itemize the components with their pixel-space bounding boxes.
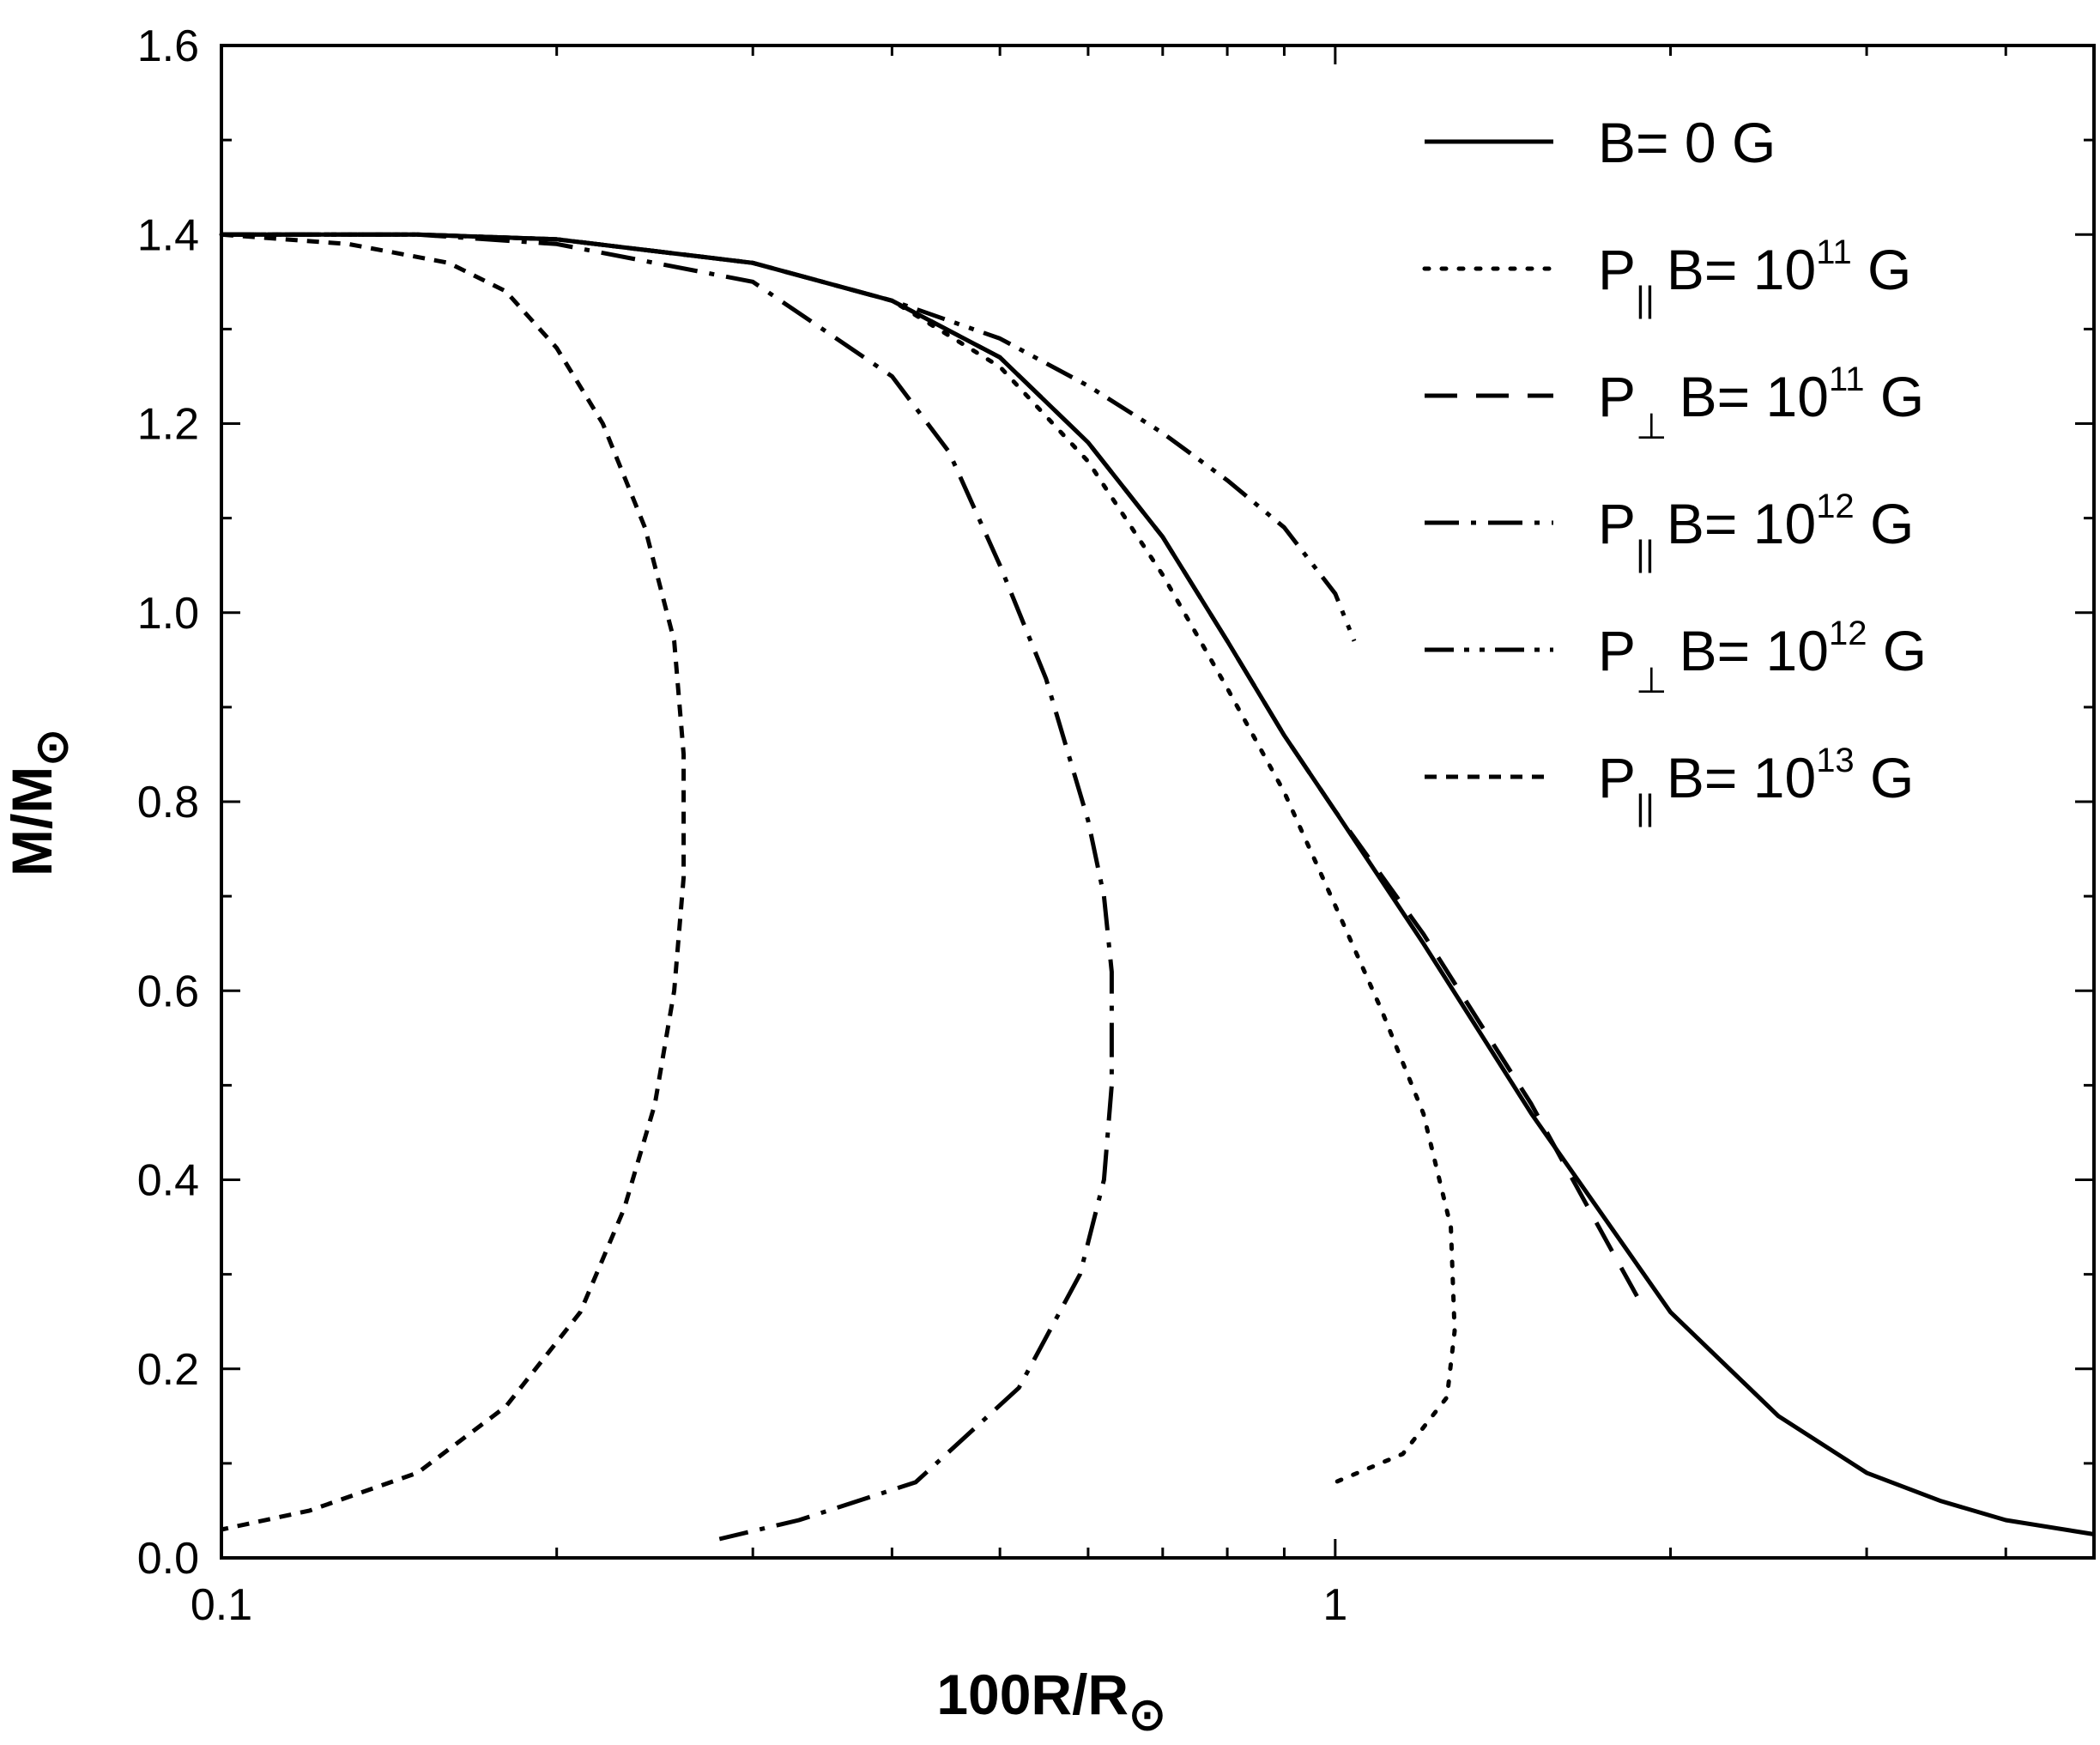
series-line-6 — [221, 232, 687, 1532]
y-tick-label: 0.4 — [137, 1156, 199, 1206]
y-axis-label: M/M⊙ — [0, 729, 77, 876]
legend-label-4: P|| B= 1012 G — [1598, 488, 1914, 573]
series-line-2 — [219, 232, 1457, 1485]
x-tick-label: 1 — [1322, 1580, 1347, 1630]
labels-layer: 0.0 0.2 0.4 0.6 0.8 1.0 1.2 1.4 1.6 0.1 1 — [137, 21, 1348, 1630]
y-tick-label: 1.2 — [137, 400, 199, 450]
y-tick-label: 0.0 — [137, 1534, 199, 1584]
legend-label-1: B= 0 G — [1598, 111, 1776, 174]
x-tick-label: 0.1 — [191, 1580, 252, 1630]
ticks-layer — [220, 44, 2094, 1560]
series-line-4 — [221, 232, 1114, 1542]
legend: B= 0 G P|| B= 1011 G P⊥ B= 1011 G P|| B= 1012 … — [1422, 111, 1927, 827]
series-line-3 — [221, 232, 1643, 1304]
legend-label-3: P⊥ B= 1011 G — [1598, 361, 1924, 446]
svg-text:M/M⊙: M/M⊙ — [0, 729, 77, 876]
series-line-5 — [221, 232, 1357, 642]
y-tick-label: 0.2 — [137, 1345, 199, 1395]
y-tick-label: 0.6 — [137, 966, 199, 1016]
y-tick-label: 1.4 — [137, 210, 199, 260]
series-layer — [219, 232, 2095, 1542]
legend-label-5: P⊥ B= 1012 G — [1598, 615, 1927, 700]
y-tick-label: 0.8 — [137, 778, 199, 827]
x-axis-label: 100R/R⊙ — [936, 1663, 1165, 1740]
legend-label-2: P|| B= 1011 G — [1598, 233, 1911, 319]
y-tick-label: 1.6 — [137, 21, 199, 71]
y-tick-label: 1.0 — [137, 589, 199, 639]
legend-label-6: P|| B= 1013 G — [1598, 742, 1914, 827]
